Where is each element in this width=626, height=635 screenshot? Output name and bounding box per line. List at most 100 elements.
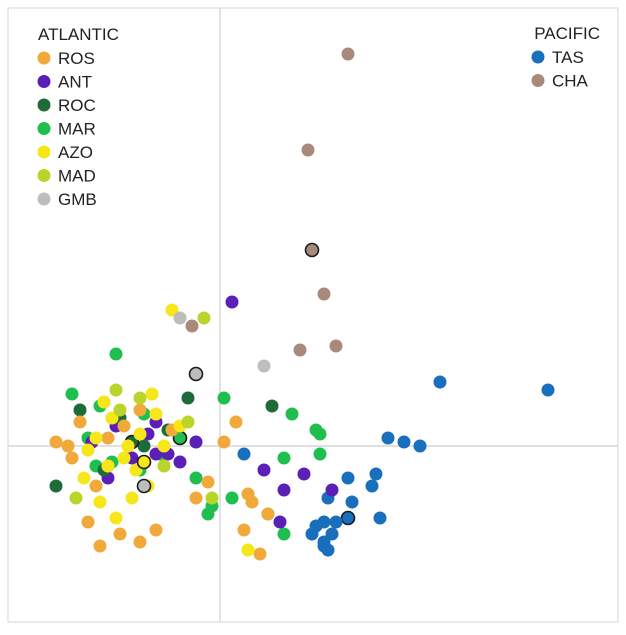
data-point-mar	[65, 387, 79, 401]
legend-title-pacific: PACIFIC	[534, 24, 600, 43]
legend-label-ros: ROS	[58, 49, 95, 68]
plot-frame	[7, 7, 619, 623]
data-point-ros	[117, 419, 131, 433]
legend-label-mar: MAR	[58, 120, 96, 139]
data-point-tas	[433, 375, 447, 389]
data-point-mar	[277, 451, 291, 465]
data-point-ros	[149, 523, 163, 537]
legend-pacific: PACIFIC TAS CHA	[531, 24, 600, 91]
legend-atlantic: ATLANTIC ROS ANT ROC MAR AZO MAD GMB	[37, 25, 119, 209]
data-point-azo	[77, 471, 91, 485]
data-point-tas	[329, 515, 343, 529]
data-point-ros	[201, 475, 215, 489]
data-point-tas	[305, 527, 319, 541]
legend-label-mad: MAD	[58, 167, 96, 186]
data-point-ant	[277, 483, 291, 497]
data-point-ros	[241, 487, 255, 501]
data-point-ros	[133, 403, 147, 417]
data-point-mar	[277, 527, 291, 541]
data-point-mad	[181, 415, 195, 429]
legend-marker-roc	[37, 98, 51, 112]
data-point-cha	[317, 287, 331, 301]
data-point-mar	[313, 447, 327, 461]
data-point-cha	[293, 343, 307, 357]
data-point-ros	[49, 435, 63, 449]
data-point-cha	[185, 319, 199, 333]
data-point-ros	[113, 527, 127, 541]
data-point-ros	[253, 547, 267, 561]
data-point-mad	[197, 311, 211, 325]
legend-marker-mar	[37, 122, 51, 135]
legend-label-roc: ROC	[58, 96, 96, 115]
data-point-tas	[413, 439, 427, 453]
data-point-ros	[261, 507, 275, 521]
data-point-ros	[93, 539, 107, 553]
data-point-tas	[397, 435, 411, 449]
data-point-mar	[225, 491, 239, 505]
legend-marker-tas	[531, 50, 545, 64]
data-point-cha	[341, 47, 355, 61]
data-point-roc	[137, 439, 151, 453]
data-point-ant	[273, 515, 287, 529]
legend-marker-mad	[37, 169, 51, 182]
data-point-tas	[373, 511, 387, 525]
data-point-azo	[97, 395, 111, 409]
data-points	[49, 47, 555, 561]
data-point-azo	[241, 543, 255, 557]
data-point-ros	[237, 523, 251, 537]
data-point-roc	[73, 403, 87, 417]
data-point-roc	[181, 391, 195, 405]
data-point-ros	[229, 415, 243, 429]
legend-title-atlantic: ATLANTIC	[38, 25, 119, 44]
data-point-gmb	[257, 359, 271, 373]
data-point-tas	[237, 447, 251, 461]
data-point-ros	[61, 439, 75, 453]
legend-label-tas: TAS	[552, 48, 584, 67]
data-point-ros	[217, 435, 231, 449]
data-point-ant	[149, 447, 163, 461]
data-point-tas	[345, 495, 359, 509]
data-point-mad	[205, 491, 219, 505]
data-point-ros	[101, 431, 115, 445]
data-point-azo	[105, 411, 119, 425]
data-point-mad	[157, 459, 171, 473]
data-point-azo	[157, 439, 171, 453]
data-point-ros	[133, 535, 147, 549]
legend-marker-azo	[37, 145, 51, 159]
legend-marker-ros	[37, 51, 51, 65]
data-point-ant	[257, 463, 271, 477]
data-point-azo	[121, 439, 135, 453]
data-point-azo	[81, 443, 95, 457]
data-point-gmb	[173, 311, 187, 325]
data-point-azo	[136, 454, 152, 470]
data-point-azo	[165, 303, 179, 317]
data-point-tas	[369, 467, 383, 481]
data-point-ros	[65, 451, 79, 465]
legend-label-cha: CHA	[552, 72, 589, 91]
data-point-azo	[93, 495, 107, 509]
data-point-mar	[109, 347, 123, 361]
data-point-azo	[101, 459, 115, 473]
data-point-cha	[301, 143, 315, 157]
data-point-ant	[189, 435, 203, 449]
data-point-azo	[125, 491, 139, 505]
data-point-tas	[541, 383, 555, 397]
data-point-ant	[325, 483, 339, 497]
data-point-ros	[73, 415, 87, 429]
data-point-azo	[133, 427, 147, 441]
data-point-ros	[189, 491, 203, 505]
data-point-mad	[113, 403, 127, 417]
data-point-ros	[81, 515, 95, 529]
data-point-cha	[304, 242, 320, 258]
data-point-tas	[340, 510, 356, 526]
data-point-mar	[217, 391, 231, 405]
data-point-ant	[297, 467, 311, 481]
data-point-azo	[109, 511, 123, 525]
legend-marker-gmb	[37, 192, 51, 206]
legend-marker-cha	[531, 74, 545, 87]
data-point-azo	[89, 431, 103, 445]
data-point-mar	[285, 407, 299, 421]
data-point-gmb	[136, 478, 152, 494]
